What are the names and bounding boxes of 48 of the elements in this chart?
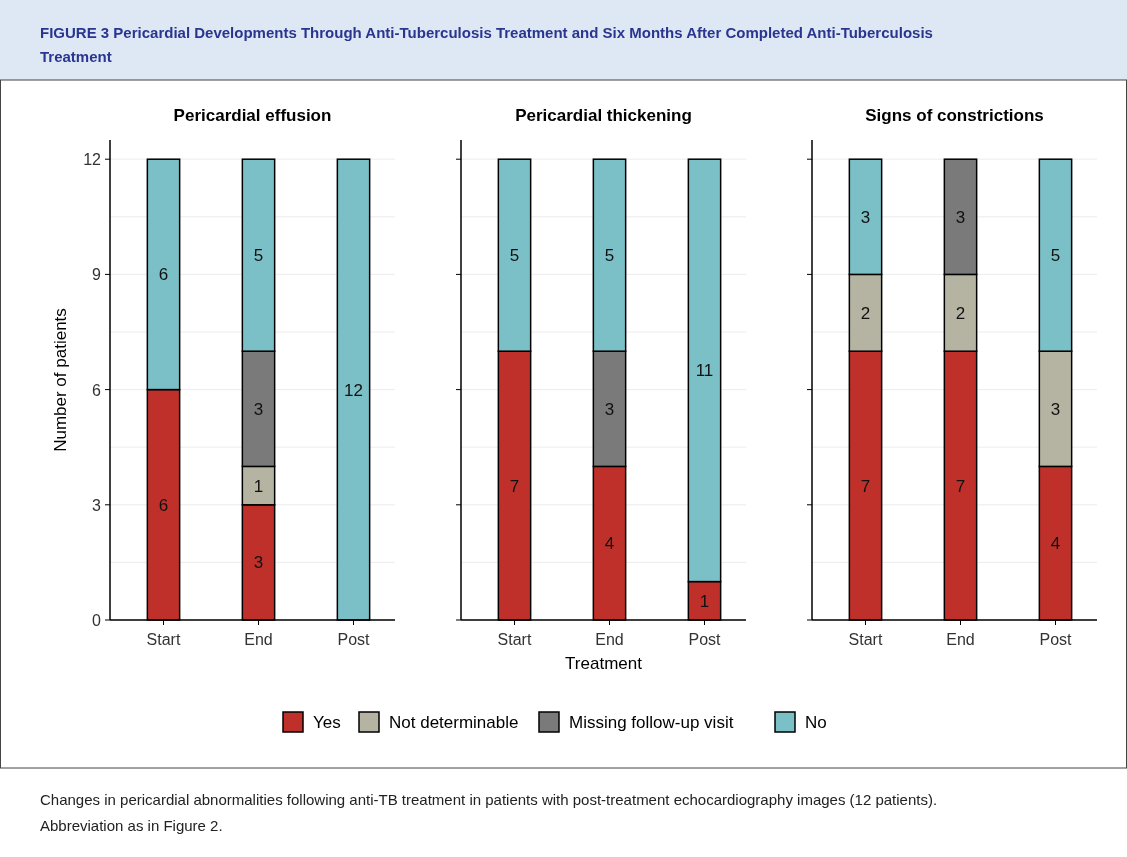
legend-label: Not determinable [389,713,519,732]
legend-label: Yes [313,713,341,732]
y-tick-label: 0 [92,612,102,629]
legend-label: No [805,713,827,732]
text: Changes in pericardial abnormalities following anti-TB treatment in patients with post-treatment echocardiography images (12 patients). Abbreviation as in Figure 2. [40,791,938,834]
data-label: 5 [1050,246,1061,266]
data-label: 3 [604,399,615,419]
x-tick-label: End [244,631,273,648]
data-label: 7 [955,476,966,496]
caption: FIGURE 3 Pericardial Developments Through Anti-Tuberculosis Treatment and Six Months After Completed Anti-Tuberculosis Treatment [40,24,933,65]
x-tick-label: Post [1039,631,1073,648]
y-tick-label: 6 [92,381,102,399]
x-axis-title: Treatment [565,654,643,673]
data-label: 3 [860,207,871,227]
x-tick-label: Post [337,631,371,648]
data-label: 3 [1050,399,1061,419]
chart-title: Pericardial thickening [515,106,692,125]
data-label: 1 [699,591,710,611]
x-tick-label: End [946,631,975,648]
x-tick-label: Start [497,631,532,648]
data-label: 3 [253,399,264,419]
data-label: 1 [253,476,264,496]
data-label: 5 [253,246,264,266]
data-label: 11 [695,361,714,381]
y-tick-label: 12 [83,151,102,169]
x-tick-label: Post [688,631,722,648]
data-label: 5 [509,246,520,266]
x-tick-label: Start [146,631,181,648]
data-label: 5 [604,246,615,266]
data-label: 4 [1050,534,1061,554]
y-tick-label: 9 [92,266,102,284]
data-label: 2 [955,303,966,323]
y-tick-label: 3 [92,496,102,514]
data-label: 7 [860,476,871,496]
data-label: 3 [253,553,264,573]
data-label: 6 [158,495,169,515]
data-label: 12 [344,380,363,400]
chart-title: Signs of constrictions [865,106,1044,125]
y-axis-title: Number of patients [51,308,70,452]
x-tick-label: End [595,631,624,648]
chart-title: Pericardial effusion [173,106,332,125]
x-tick-label: Start [848,631,883,648]
data-label: 7 [509,476,520,496]
data-label: 6 [158,265,169,285]
legend-label: Missing follow-up visit [569,713,734,732]
data-label: 3 [955,207,966,227]
data-label: 2 [860,303,871,323]
data-label: 4 [604,534,615,554]
